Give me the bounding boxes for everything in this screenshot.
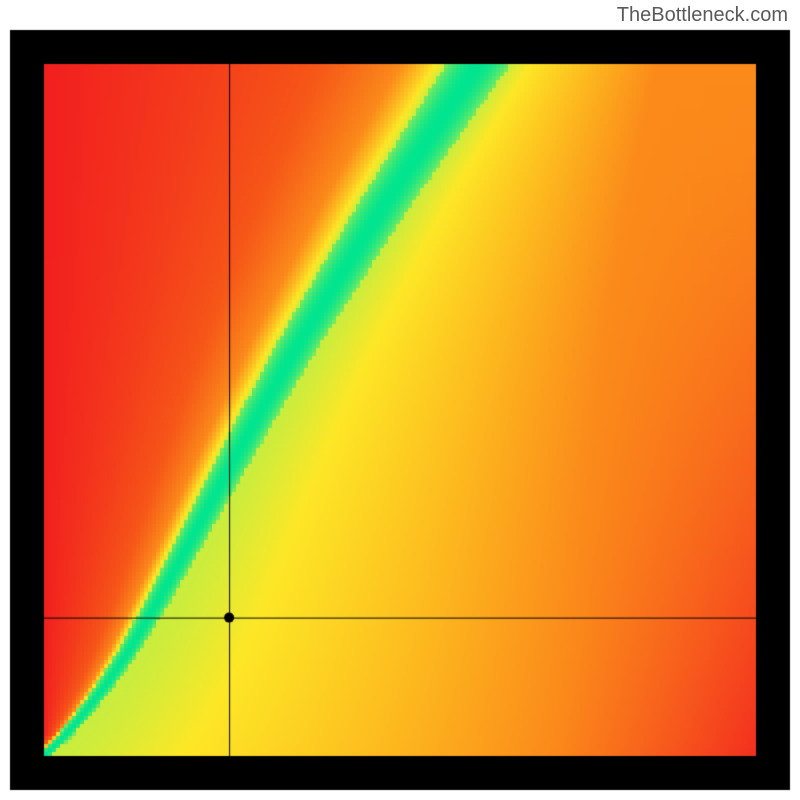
chart-container: TheBottleneck.com — [0, 0, 800, 800]
watermark-text: TheBottleneck.com — [617, 4, 788, 27]
heatmap-canvas — [0, 0, 800, 800]
